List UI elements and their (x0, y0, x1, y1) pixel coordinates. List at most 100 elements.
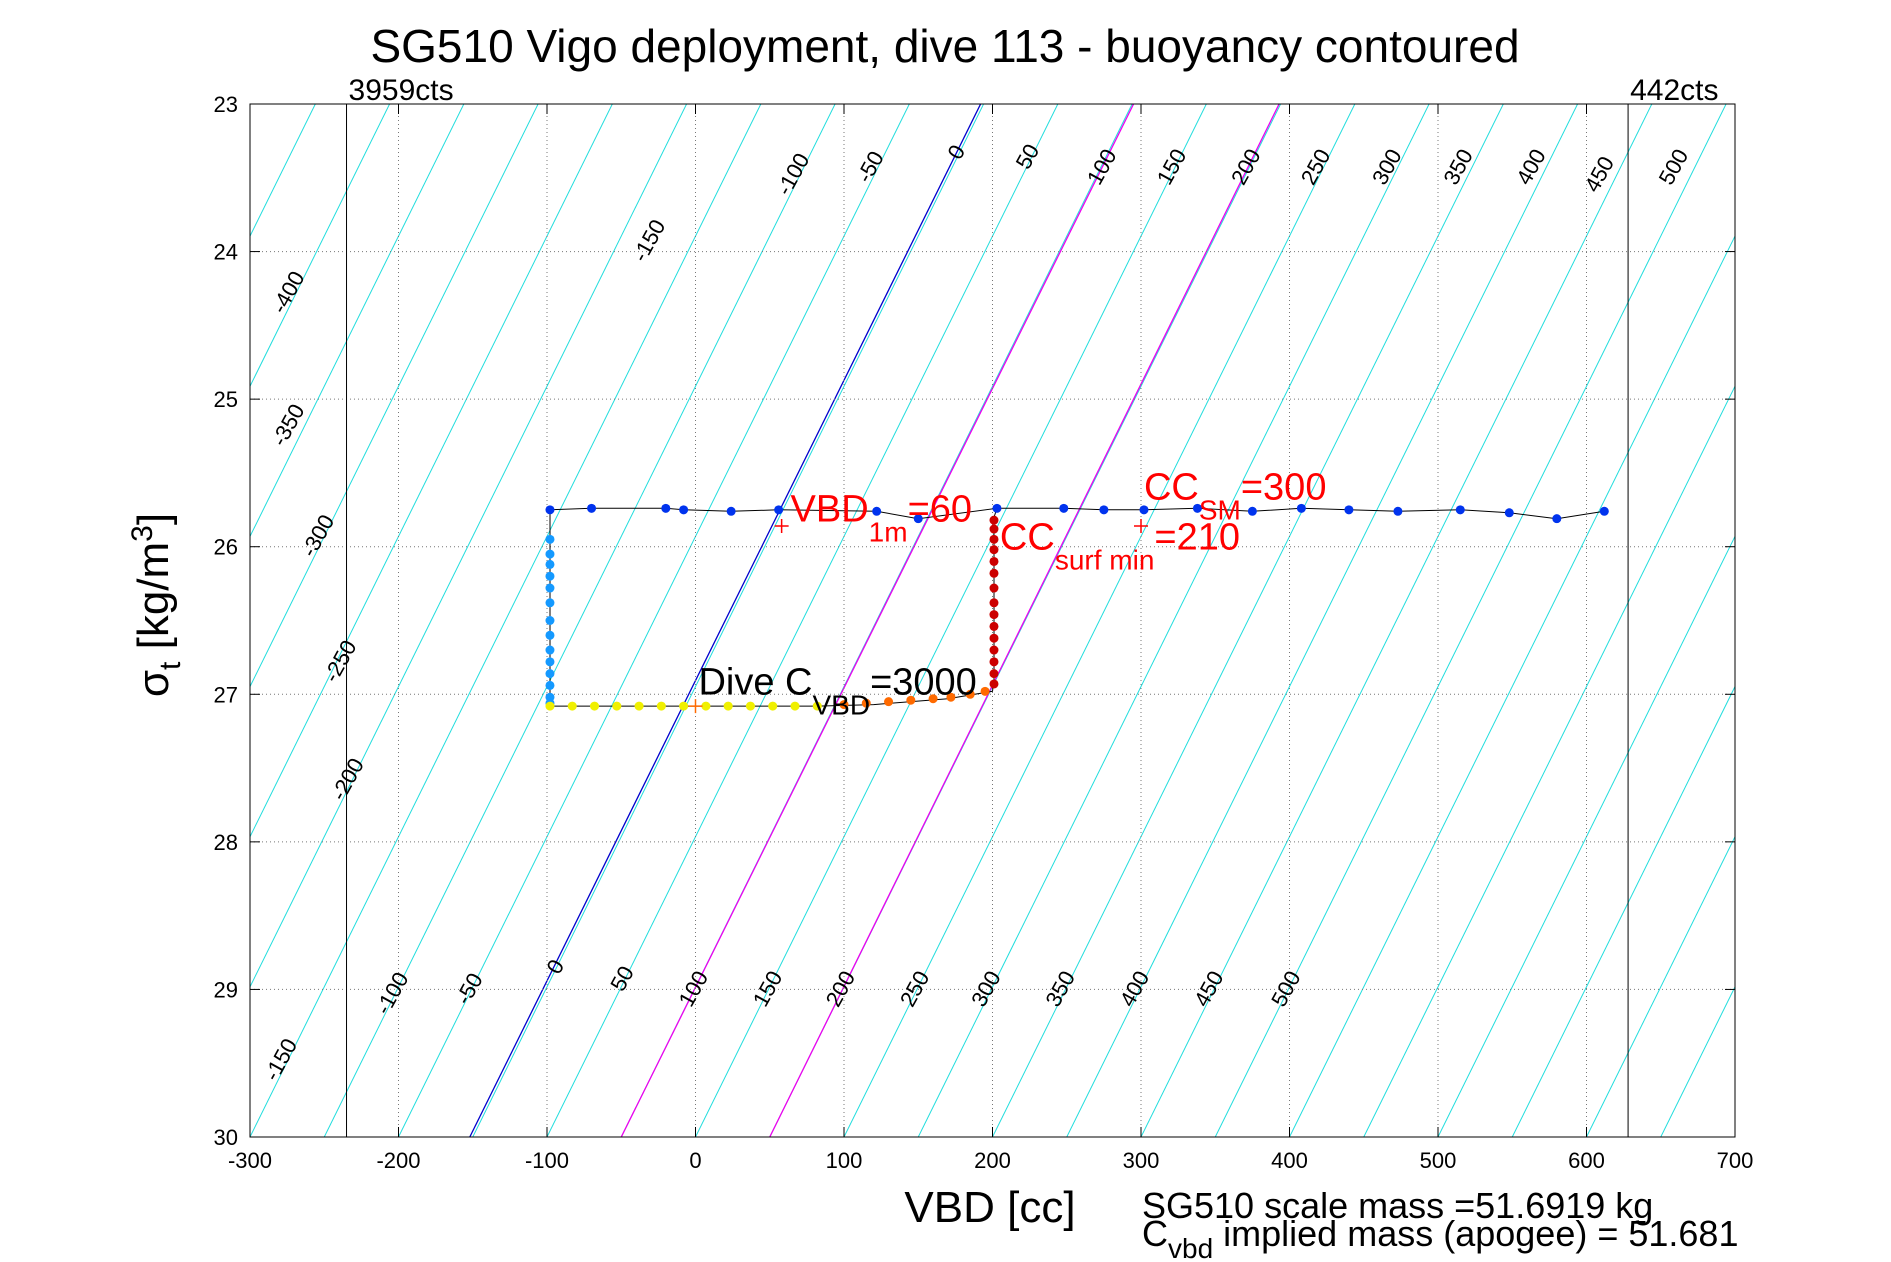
data-point-surface (1504, 508, 1514, 518)
data-point-climb_red (989, 545, 999, 555)
contour-line (1511, 685, 1735, 1137)
contour-label: 250 (1296, 145, 1336, 189)
data-point-surface (774, 505, 784, 515)
contour-line (843, 104, 1356, 1137)
annotation-label: Dive CVBD=3000 (698, 661, 976, 720)
footer-implied-mass: Cvbd implied mass (apogee) = 51.681 (1142, 1213, 1738, 1262)
data-point-surface (1099, 505, 1109, 515)
contour-label: -100 (370, 968, 413, 1019)
contour-label: 300 (966, 967, 1006, 1011)
contour-label: 350 (1438, 145, 1478, 189)
data-point-dive_cyan (545, 616, 555, 625)
chart-title: SG510 Vigo deployment, dive 113 - buoyan… (370, 20, 1519, 72)
contour-label: 400 (1511, 145, 1551, 189)
y-axis-subscript: t (154, 661, 187, 670)
contour-line (1734, 1135, 1735, 1137)
data-point-surface (1599, 506, 1609, 516)
data-point-climb_orange (946, 692, 956, 702)
contour-line (323, 104, 836, 1137)
data-point-surface (992, 503, 1002, 513)
data-point-surface (1247, 506, 1257, 516)
annotation-label: CCSM=300 (1144, 466, 1326, 525)
zero-contour-line (469, 104, 982, 1137)
x-tick-label: 0 (689, 1148, 701, 1173)
contour-line (472, 104, 985, 1137)
data-point-climb_red (989, 610, 999, 620)
y-axis-close: ] (129, 513, 178, 525)
contour-label: 200 (821, 967, 861, 1011)
contour-label: -250 (318, 636, 361, 687)
data-point-climb_red (989, 645, 999, 655)
axis-ticks: -300 -200 -100 0 100 200 300 400 500 600 700232425… (214, 92, 1754, 1173)
contour-line (250, 104, 539, 688)
contour-label: 50 (605, 962, 639, 996)
data-point-dive_cyan (545, 680, 555, 690)
footer-cvbd-main: C (1142, 1213, 1168, 1254)
data-point-dive_cyan (545, 669, 555, 679)
x-tick-label: 600 (1568, 1148, 1605, 1173)
contour-label: 250 (895, 967, 935, 1011)
data-point-dive_cyan (545, 534, 555, 544)
data-point-bottom_yellow (745, 701, 755, 711)
data-point-bottom_yellow (590, 701, 600, 711)
contour-label: 200 (1226, 145, 1266, 189)
data-point-climb_orange (980, 686, 990, 696)
data-point-climb_red (989, 669, 999, 679)
contour-label: 150 (1152, 145, 1192, 189)
contour-label: -50 (451, 969, 488, 1009)
footer-cvbd-rest: implied mass (apogee) = 51.681 (1213, 1213, 1738, 1254)
data-point-surface (1296, 503, 1306, 513)
contour-line (1140, 104, 1653, 1137)
data-point-dive_cyan (545, 583, 555, 593)
x-tick-label: -100 (525, 1148, 569, 1173)
contour-line (1586, 835, 1735, 1137)
footer-scale-mass: SG510 scale mass =51.6919 kg (1142, 1185, 1653, 1226)
x-tick-label: 400 (1271, 1148, 1308, 1173)
count-line-label: 3959cts (349, 74, 454, 107)
contour-line (250, 104, 688, 988)
data-point-dive_cyan (545, 598, 555, 608)
data-point-climb_red (989, 524, 999, 534)
annotation-sub: VBD (813, 689, 871, 720)
contour-label: 0 (541, 955, 569, 978)
data-point-climb_red (989, 583, 999, 593)
data-point-surface (872, 506, 882, 516)
data-point-bottom_yellow (656, 701, 666, 711)
contour-line (250, 104, 613, 838)
magenta-contour-line (620, 104, 1135, 1137)
data-point-surface (545, 505, 555, 515)
y-tick-label: 27 (214, 682, 238, 707)
contour-label: -50 (851, 147, 888, 187)
footer-cvbd-sub: vbd (1168, 1233, 1213, 1262)
y-tick-label: 24 (214, 240, 238, 265)
contour-label: 450 (1189, 967, 1229, 1011)
contour-line (1289, 234, 1735, 1137)
contour-label: -100 (771, 149, 814, 200)
data-point-bottom_yellow (768, 701, 778, 711)
contour-line (250, 104, 465, 538)
count-line-label: 442cts (1630, 74, 1718, 107)
y-axis-label: σt [kg/m3] (126, 513, 187, 697)
data-point-climb_red (989, 568, 999, 578)
contour-line (250, 104, 762, 1137)
data-point-dive_cyan (545, 571, 555, 581)
data-point-climb_orange (928, 694, 938, 704)
data-point-climb_red (989, 657, 999, 667)
x-tick-label: 200 (974, 1148, 1011, 1173)
data-point-dive_cyan (545, 645, 555, 655)
contour-label: 50 (1011, 140, 1045, 174)
contour-label: 100 (1082, 145, 1122, 189)
annotation-value: =210 (1154, 517, 1240, 559)
contour-label: 400 (1115, 967, 1155, 1011)
x-tick-label: 700 (1717, 1148, 1754, 1173)
data-point-surface (726, 506, 736, 516)
contour-line (250, 104, 391, 388)
contour-label: 350 (1040, 967, 1080, 1011)
x-tick-label: -300 (228, 1148, 272, 1173)
contour-label: 500 (1266, 967, 1306, 1011)
contour-label: -350 (266, 400, 309, 451)
y-tick-label: 23 (214, 92, 238, 117)
contour-line (398, 104, 910, 1137)
contour-label: -150 (259, 1034, 302, 1085)
